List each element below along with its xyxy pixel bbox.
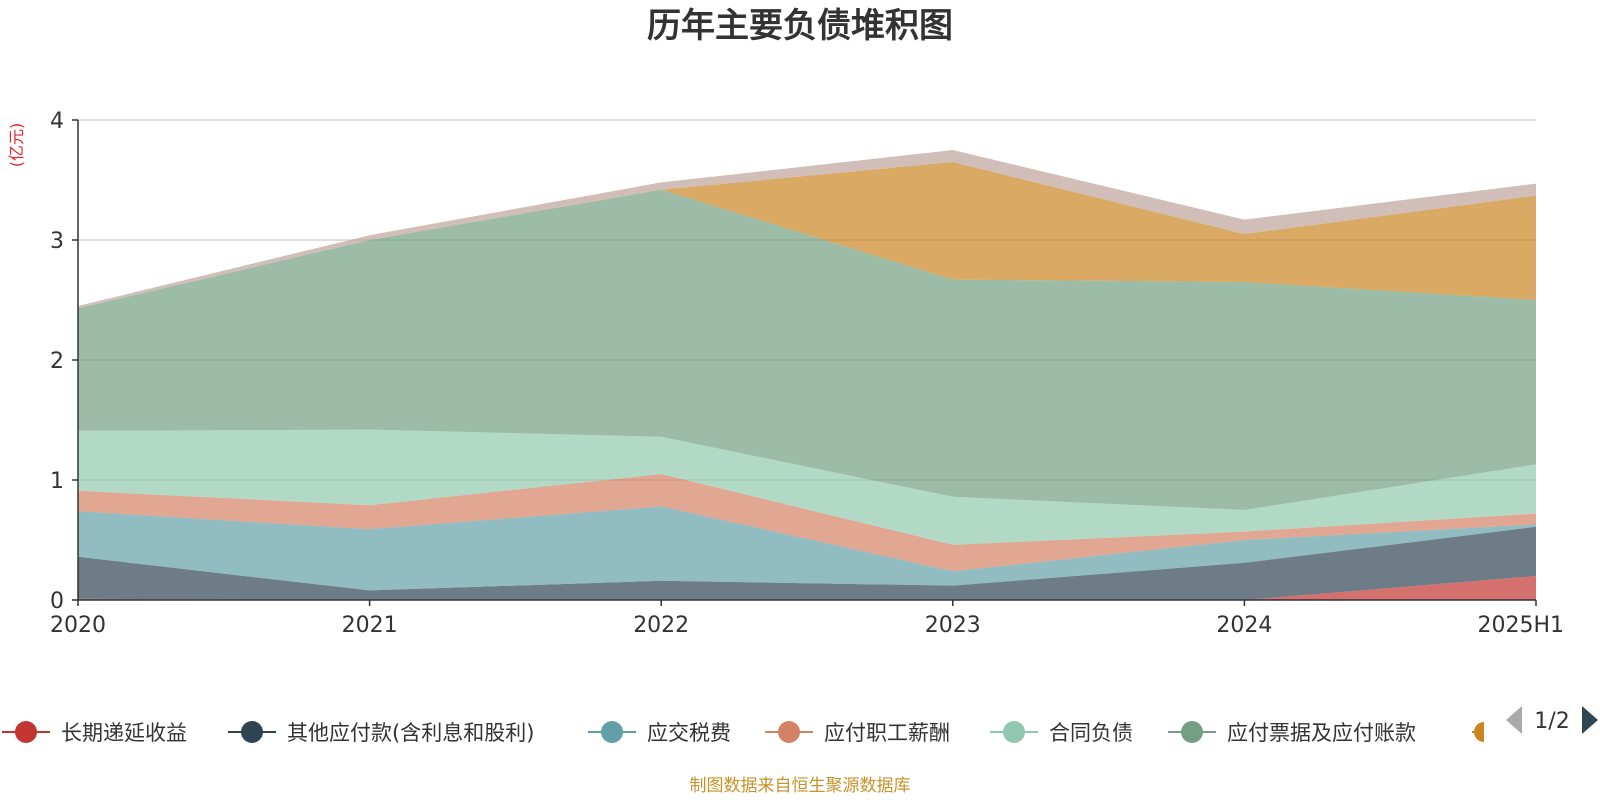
area-series-2[interactable] — [78, 506, 1536, 591]
y-axis-unit-label: (亿元) — [7, 123, 26, 168]
legend-swatch-dot — [15, 721, 37, 743]
legend-item[interactable]: 应交税费 — [588, 721, 731, 745]
area-series-1[interactable] — [78, 526, 1536, 600]
legend-item[interactable]: 长期递延收益 — [2, 721, 187, 745]
y-tick-label: 2 — [50, 349, 64, 374]
legend-swatch-dot — [778, 721, 800, 743]
y-tick-label: 1 — [50, 469, 64, 494]
x-tick-label: 2022 — [633, 613, 689, 638]
legend-swatch-dot — [241, 721, 263, 743]
y-tick-label: 0 — [50, 589, 64, 614]
area-series-5[interactable] — [78, 189, 1536, 510]
legend-swatch-dot — [1474, 722, 1484, 742]
area-series-3[interactable] — [78, 474, 1536, 572]
x-tick-label: 2024 — [1216, 613, 1272, 638]
y-tick-label: 4 — [50, 109, 64, 134]
legend-item[interactable]: 应付职工薪酬 — [765, 721, 950, 745]
legend-label: 长期递延收益 — [61, 721, 187, 745]
source-note: 制图数据来自恒生聚源数据库 — [690, 776, 911, 796]
legend-page-indicator: 1/2 — [1534, 709, 1569, 734]
legend-swatch-dot — [601, 721, 623, 743]
legend-item-partial[interactable] — [1472, 722, 1484, 742]
legend-label: 合同负债 — [1049, 721, 1133, 745]
triangle-left-icon[interactable] — [1506, 706, 1522, 734]
area-series-0[interactable] — [78, 576, 1536, 600]
y-tick-label: 3 — [50, 229, 64, 254]
legend-swatch-dot — [1181, 721, 1203, 743]
legend-label: 应付票据及应付账款 — [1227, 721, 1416, 745]
legend-pager: 1/2 — [1506, 706, 1598, 734]
legend-swatch-dot — [1003, 721, 1025, 743]
x-tick-label: 2021 — [342, 613, 398, 638]
legend-item[interactable]: 应付票据及应付账款 — [1168, 721, 1416, 745]
x-tick-label: 2020 — [50, 613, 106, 638]
chart-title: 历年主要负债堆积图 — [647, 6, 953, 46]
legend-item[interactable]: 其他应付款(含利息和股利) — [228, 721, 534, 745]
axes: 0 1 2 3 4 2020 2021 2022 2023 2024 2025H1 — [50, 109, 1564, 638]
triangle-right-icon[interactable] — [1582, 706, 1598, 734]
area-series-7[interactable] — [78, 150, 1536, 309]
area-series-layer — [78, 150, 1536, 600]
legend-label: 应交税费 — [647, 721, 731, 745]
area-series-6[interactable] — [78, 162, 1536, 309]
legend-item[interactable]: 合同负债 — [990, 721, 1133, 745]
legend-label: 应付职工薪酬 — [824, 721, 950, 745]
area-series-4[interactable] — [78, 429, 1536, 545]
x-tick-label: 2025H1 — [1477, 613, 1564, 638]
x-tick-label: 2023 — [925, 613, 981, 638]
legend: 长期递延收益 其他应付款(含利息和股利) 应交税费 应付职工薪酬 合同负债 应付票据及应付… — [2, 721, 1484, 745]
legend-label: 其他应付款(含利息和股利) — [287, 721, 534, 745]
